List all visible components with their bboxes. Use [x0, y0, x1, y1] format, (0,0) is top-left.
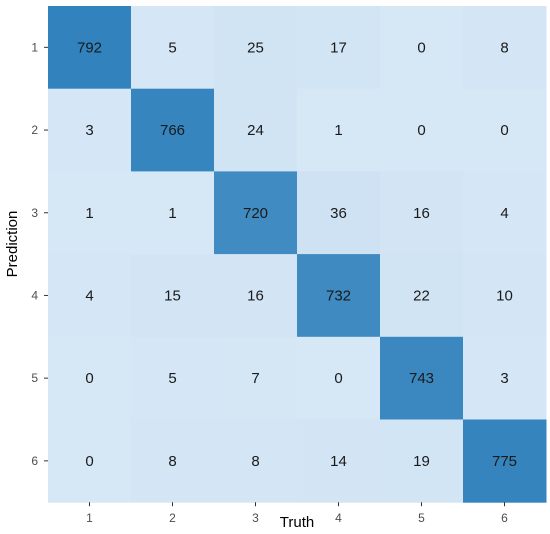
heatmap-cell: [380, 336, 464, 420]
heatmap-cell: [48, 6, 132, 90]
heatmap-cell: [463, 419, 547, 503]
cell-value-label: 4: [85, 287, 93, 304]
x-tick-label: 4: [335, 511, 342, 525]
cell-value-label: 19: [413, 453, 430, 470]
heatmap-cell: [463, 171, 547, 255]
heatmap-cell: [131, 254, 215, 338]
cell-value-label: 743: [409, 370, 434, 387]
y-tick-label: 3: [31, 206, 38, 220]
heatmap-cell: [463, 88, 547, 172]
cell-value-label: 22: [413, 287, 430, 304]
cell-value-label: 1: [168, 205, 176, 222]
heatmap-cell: [380, 171, 464, 255]
heatmap-cell: [131, 336, 215, 420]
cell-value-label: 16: [247, 287, 264, 304]
cell-value-label: 5: [168, 39, 176, 56]
heatmap-cell: [131, 88, 215, 172]
heatmap-cell: [463, 254, 547, 338]
cell-value-label: 8: [500, 39, 508, 56]
x-tick-label: 5: [418, 511, 425, 525]
cell-value-label: 36: [330, 205, 347, 222]
cell-value-label: 5: [168, 370, 176, 387]
x-tick-label: 2: [169, 511, 176, 525]
cell-value-label: 1: [334, 122, 342, 139]
cell-value-label: 3: [500, 370, 508, 387]
cell-value-label: 8: [251, 453, 259, 470]
cell-value-label: 24: [247, 122, 264, 139]
cell-value-label: 25: [247, 39, 264, 56]
cell-value-label: 15: [164, 287, 181, 304]
heatmap-cell: [214, 6, 298, 90]
heatmap-cell: [463, 336, 547, 420]
heatmap-cell: [131, 6, 215, 90]
cell-value-label: 0: [417, 122, 425, 139]
heatmap-cell: [48, 171, 132, 255]
cell-value-label: 0: [334, 370, 342, 387]
heatmap-cell: [297, 254, 381, 338]
cell-value-label: 792: [77, 39, 102, 56]
heatmap-cell: [297, 419, 381, 503]
x-axis-title: Truth: [280, 514, 314, 531]
heatmap-cell: [297, 171, 381, 255]
cell-value-label: 775: [492, 453, 517, 470]
cell-value-label: 17: [330, 39, 347, 56]
heatmap-cell: [214, 88, 298, 172]
heatmap-cell: [48, 254, 132, 338]
heatmap-cell: [131, 171, 215, 255]
heatmap-cell: [380, 88, 464, 172]
heatmap-cell: [214, 254, 298, 338]
y-tick-label: 4: [31, 288, 38, 302]
cell-value-label: 8: [168, 453, 176, 470]
heatmap-cell: [48, 419, 132, 503]
heatmap-cell: [131, 419, 215, 503]
heatmap-cell: [214, 171, 298, 255]
cell-value-label: 720: [243, 205, 268, 222]
y-axis-title: Prediction: [4, 211, 21, 278]
y-axis-ticks: 1 2 3 4 5 6: [31, 40, 48, 468]
cell-value-label: 10: [496, 287, 513, 304]
cell-value-label: 0: [85, 370, 93, 387]
cell-value-label: 0: [500, 122, 508, 139]
heatmap-cell: [463, 6, 547, 90]
x-tick-label: 6: [501, 511, 508, 525]
x-tick-label: 3: [252, 511, 259, 525]
heatmap-cell: [380, 254, 464, 338]
heatmap-cell: [214, 419, 298, 503]
cell-value-label: 14: [330, 453, 347, 470]
heatmap-cell: [297, 6, 381, 90]
x-axis-ticks: 1 2 3 4 5 6: [86, 502, 508, 525]
cell-value-label: 3: [85, 122, 93, 139]
cell-value-label: 0: [85, 453, 93, 470]
heatmap-cell: [48, 88, 132, 172]
heatmap-cell: [297, 88, 381, 172]
heatmap-cell: [48, 336, 132, 420]
heatmap-cells: 792 5 25 17 0 83 766 24 1 0 01 1 720 36 16 44 15 16 732 22 1…: [48, 6, 547, 503]
heatmap-cell: [380, 419, 464, 503]
y-tick-label: 6: [31, 454, 38, 468]
heatmap-cell: [297, 336, 381, 420]
cell-value-label: 0: [417, 39, 425, 56]
y-tick-label: 5: [31, 371, 38, 385]
cell-value-label: 4: [500, 205, 508, 222]
cell-value-label: 7: [251, 370, 259, 387]
cell-value-label: 16: [413, 205, 430, 222]
heatmap-cell: [380, 6, 464, 90]
y-tick-label: 1: [31, 40, 38, 54]
cell-value-label: 766: [160, 122, 185, 139]
heatmap-cell: [214, 336, 298, 420]
x-tick-label: 1: [86, 511, 93, 525]
y-tick-label: 2: [31, 123, 38, 137]
cell-value-label: 732: [326, 287, 351, 304]
cell-value-label: 1: [85, 205, 93, 222]
